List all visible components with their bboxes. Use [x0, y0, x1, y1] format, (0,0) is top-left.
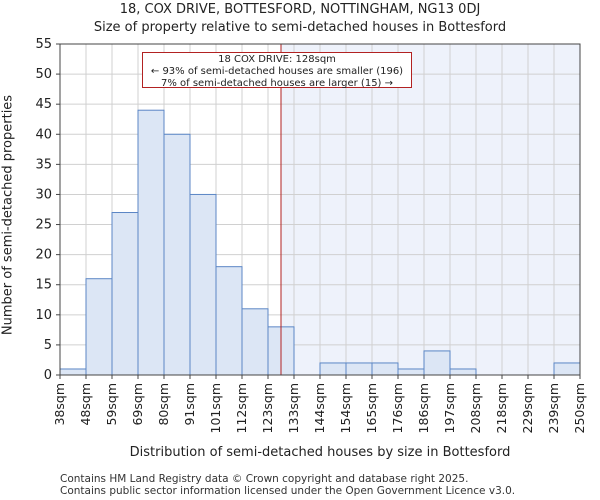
bar-165sqm	[371, 362, 399, 376]
bar-91sqm	[189, 193, 217, 376]
x-tick-label: 250sqm	[572, 383, 587, 433]
x-tick-label: 133sqm	[286, 383, 301, 433]
y-tick-label: 35	[35, 157, 52, 172]
x-tick-label: 218sqm	[494, 383, 509, 433]
x-tick-label: 80sqm	[156, 383, 171, 426]
y-tick-label: 0	[44, 368, 52, 383]
y-tick-label: 15	[35, 278, 52, 293]
y-tick-label: 55	[35, 37, 52, 52]
bar-59sqm	[111, 212, 139, 376]
y-tick-label: 10	[35, 308, 52, 323]
y-tick-label: 25	[35, 218, 52, 233]
larger-region	[281, 44, 580, 375]
x-tick-label: 186sqm	[416, 383, 431, 433]
chart-subtitle: Size of property relative to semi-detach…	[93, 20, 507, 35]
bar-69sqm	[137, 109, 165, 376]
annotation-line-3: 7% of semi-detached houses are larger (1…	[160, 78, 394, 89]
bar-176sqm	[397, 368, 425, 376]
x-axis-label: Distribution of semi-detached houses by …	[129, 445, 511, 460]
y-tick-label: 20	[35, 248, 52, 263]
x-tick-label: 165sqm	[364, 383, 379, 433]
y-tick-label: 5	[44, 338, 52, 353]
y-axis-label: Number of semi-detached properties	[0, 94, 16, 336]
chart-title: 18, COX DRIVE, BOTTESFORD, NOTTINGHAM, N…	[119, 2, 481, 17]
bar-38sqm	[59, 368, 87, 376]
x-tick-label: 59sqm	[104, 383, 119, 426]
bar-239sqm	[553, 362, 581, 376]
bar-144sqm	[319, 362, 347, 376]
x-tick-labels: 38sqm 48sqm 59sqm 69sqm 80sqm 91sqm 101sqm 112s…	[52, 375, 587, 433]
bar-197sqm	[449, 368, 477, 376]
x-tick-label: 38sqm	[52, 383, 67, 426]
x-tick-label: 91sqm	[182, 383, 197, 426]
x-tick-label: 176sqm	[390, 383, 405, 433]
y-tick-label: 30	[35, 187, 52, 202]
footer-copyright: Contains HM Land Registry data © Crown c…	[60, 473, 469, 485]
x-tick-label: 123sqm	[260, 383, 275, 433]
x-tick-label: 208sqm	[468, 383, 483, 433]
x-tick-label: 197sqm	[442, 383, 457, 433]
y-tick-label: 50	[35, 67, 52, 82]
footer-licence: Contains public sector information licen…	[60, 485, 516, 497]
bar-154sqm	[345, 362, 373, 376]
y-tick-labels: 0 5 10 15 20 25 30 35 40 45 50 55	[35, 37, 60, 383]
y-tick-label: 40	[35, 127, 52, 142]
bars	[59, 109, 581, 376]
bar-48sqm	[85, 278, 113, 376]
x-tick-label: 69sqm	[130, 383, 145, 426]
x-tick-label: 154sqm	[338, 383, 353, 433]
y-tick-label: 45	[35, 97, 52, 112]
bar-80sqm	[163, 133, 191, 376]
x-tick-label: 101sqm	[208, 383, 223, 433]
bar-112sqm	[241, 308, 269, 376]
annotation-line-2: ← 93% of semi-detached houses are smalle…	[150, 66, 404, 77]
x-tick-label: 144sqm	[312, 383, 327, 433]
x-tick-label: 48sqm	[78, 383, 93, 426]
annotation-line-1: 18 COX DRIVE: 128sqm	[218, 54, 336, 65]
bar-186sqm	[423, 350, 451, 376]
x-tick-label: 112sqm	[234, 383, 249, 433]
larger-properties-region	[281, 44, 580, 375]
x-tick-label: 239sqm	[546, 383, 561, 433]
x-tick-label: 229sqm	[520, 383, 535, 433]
annotation-box: 18 COX DRIVE: 128sqm ← 93% of semi-detac…	[142, 52, 412, 89]
bar-101sqm	[215, 266, 243, 376]
